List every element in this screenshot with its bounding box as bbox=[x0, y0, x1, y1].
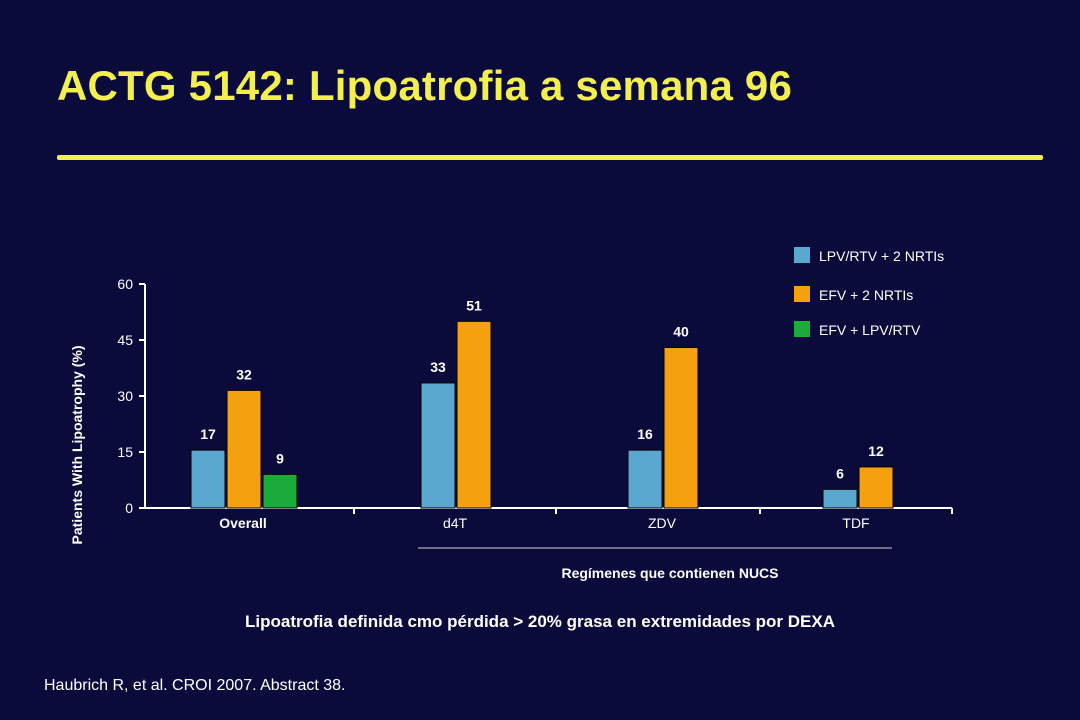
legend-label-3: EFV + LPV/RTV bbox=[819, 322, 921, 338]
y-tick-label: 60 bbox=[117, 276, 133, 292]
legend-swatch-3 bbox=[794, 321, 810, 337]
bar-d4t-series-2 bbox=[456, 320, 492, 509]
data-label: 9 bbox=[276, 450, 284, 466]
y-tick-label: 0 bbox=[125, 500, 133, 516]
y-tick-label: 45 bbox=[117, 332, 133, 348]
category-label-tdf: TDF bbox=[842, 515, 869, 531]
bar-d4t-series-1 bbox=[420, 382, 456, 509]
data-label: 6 bbox=[836, 465, 844, 481]
y-axis-title: Patients With Lipoatrophy (%) bbox=[69, 346, 85, 545]
bar-zdv-series-1 bbox=[627, 449, 663, 509]
bar-zdv-series-2 bbox=[663, 346, 699, 509]
legend-label-1: LPV/RTV + 2 NRTIs bbox=[819, 248, 944, 264]
data-label: 17 bbox=[200, 426, 216, 442]
definition-footnote: Lipoatrofia definida cmo pérdida > 20% g… bbox=[245, 612, 835, 631]
data-label: 12 bbox=[868, 443, 884, 459]
group-label: Regímenes que contienen NUCS bbox=[561, 565, 778, 581]
data-label: 16 bbox=[637, 426, 653, 442]
title-underline bbox=[57, 155, 1043, 160]
bar-tdf-series-2 bbox=[858, 466, 894, 509]
category-label-zdv: ZDV bbox=[648, 515, 677, 531]
data-label: 51 bbox=[466, 297, 482, 313]
category-label-overall: Overall bbox=[219, 515, 266, 531]
legend-label-2: EFV + 2 NRTIs bbox=[819, 287, 913, 303]
y-tick-label: 15 bbox=[117, 444, 133, 460]
data-label: 33 bbox=[430, 359, 446, 375]
data-label: 32 bbox=[236, 366, 252, 382]
y-tick-label: 30 bbox=[117, 388, 133, 404]
legend-swatch-1 bbox=[794, 247, 810, 263]
slide-title: ACTG 5142: Lipoatrofia a semana 96 bbox=[57, 62, 793, 109]
bar-overall-series-1 bbox=[190, 449, 226, 509]
lipoatrophy-bar-chart: 0 15 30 45 60 Patients With Lipoatrophy (%) Ov… bbox=[69, 247, 953, 581]
legend-swatch-2 bbox=[794, 286, 810, 302]
bar-tdf-series-1 bbox=[822, 488, 858, 509]
citation: Haubrich R, et al. CROI 2007. Abstract 3… bbox=[44, 677, 346, 694]
bar-overall-series-2 bbox=[226, 389, 262, 509]
category-label-d4t: d4T bbox=[443, 515, 468, 531]
data-label: 40 bbox=[673, 323, 689, 339]
bar-overall-series-3 bbox=[262, 473, 298, 509]
